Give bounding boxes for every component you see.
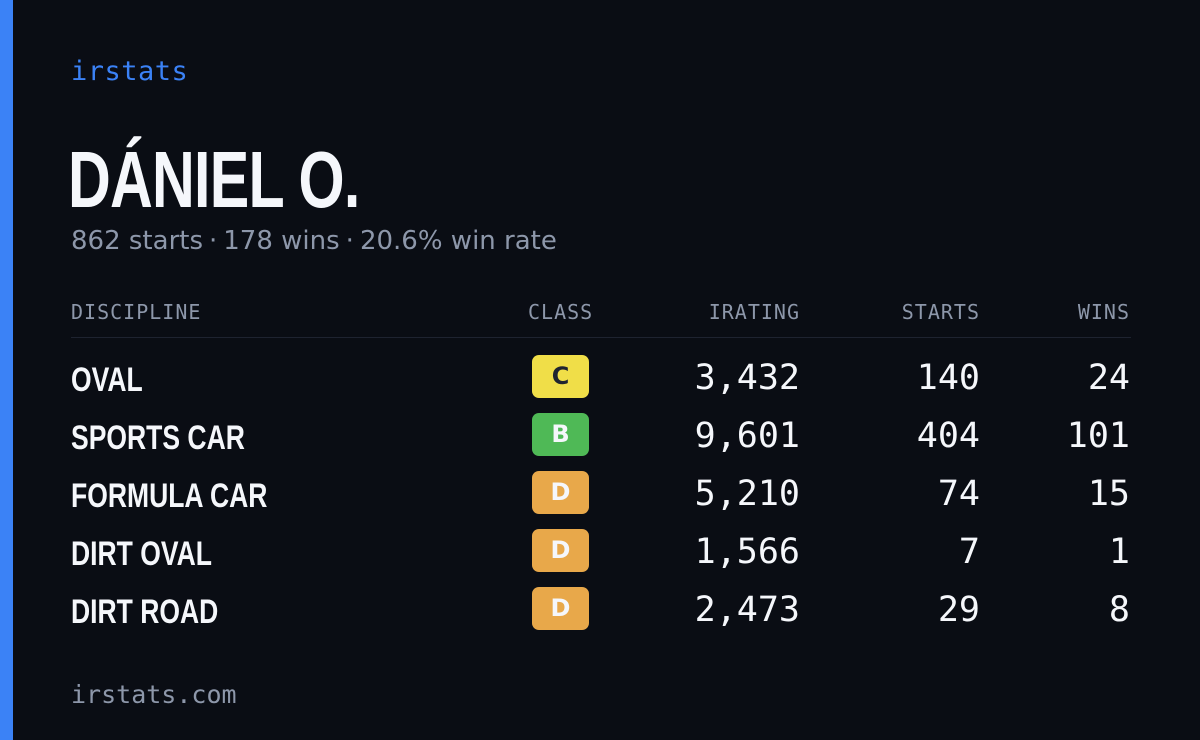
class-badge: D	[532, 587, 589, 630]
table-row: OVAL C 3,432 140 24	[71, 354, 1131, 412]
table-row: SPORTS CAR B 9,601 404 101	[71, 412, 1131, 470]
discipline-name: DIRT ROAD	[71, 593, 219, 631]
header-starts: STARTS	[901, 300, 980, 324]
class-badge: D	[532, 529, 589, 572]
irating-value: 1,566	[694, 532, 800, 572]
header-irating: IRATING	[708, 300, 800, 324]
starts-value: 7	[958, 532, 980, 572]
class-badge: C	[532, 355, 589, 398]
discipline-name: SPORTS CAR	[71, 419, 245, 457]
discipline-name: OVAL	[71, 361, 143, 399]
table-row: FORMULA CAR D 5,210 74 15	[71, 470, 1131, 528]
wins-value: 15	[1087, 474, 1130, 514]
table-body: OVAL C 3,432 140 24 SPORTS CAR B 9,601 4…	[71, 354, 1131, 644]
header-class: CLASS	[528, 300, 594, 324]
table-header: DISCIPLINE CLASS IRATING STARTS WINS	[71, 300, 1131, 338]
wins-value: 1	[1108, 532, 1130, 572]
wins-value: 8	[1108, 590, 1130, 630]
wins-value: 24	[1087, 358, 1130, 398]
stats-table: DISCIPLINE CLASS IRATING STARTS WINS OVA…	[71, 300, 1131, 644]
starts-summary: 862 starts	[71, 226, 203, 256]
irating-value: 5,210	[694, 474, 800, 514]
class-badge: B	[532, 413, 589, 456]
table-row: DIRT OVAL D 1,566 7 1	[71, 528, 1131, 586]
separator-dot: ·	[209, 226, 218, 256]
discipline-name: FORMULA CAR	[71, 477, 268, 515]
accent-bar	[0, 0, 13, 740]
header-discipline: DISCIPLINE	[71, 300, 202, 324]
footer-url[interactable]: irstats.com	[71, 680, 237, 709]
starts-value: 140	[916, 358, 980, 398]
starts-value: 74	[937, 474, 980, 514]
separator-dot: ·	[345, 226, 354, 256]
irating-value: 3,432	[694, 358, 800, 398]
wins-value: 101	[1066, 416, 1130, 456]
discipline-name: DIRT OVAL	[71, 535, 212, 573]
irating-value: 2,473	[694, 590, 800, 630]
starts-value: 29	[937, 590, 980, 630]
driver-summary: 862 starts · 178 wins · 20.6% win rate	[71, 226, 557, 256]
table-row: DIRT ROAD D 2,473 29 8	[71, 586, 1131, 644]
win-rate-summary: 20.6% win rate	[359, 226, 557, 256]
driver-name: DÁNIEL O.	[68, 135, 360, 224]
brand-logo: irstats	[71, 56, 189, 87]
irating-value: 9,601	[694, 416, 800, 456]
starts-value: 404	[916, 416, 980, 456]
class-badge: D	[532, 471, 589, 514]
header-wins: WINS	[1077, 300, 1130, 324]
wins-summary: 178 wins	[223, 226, 340, 256]
